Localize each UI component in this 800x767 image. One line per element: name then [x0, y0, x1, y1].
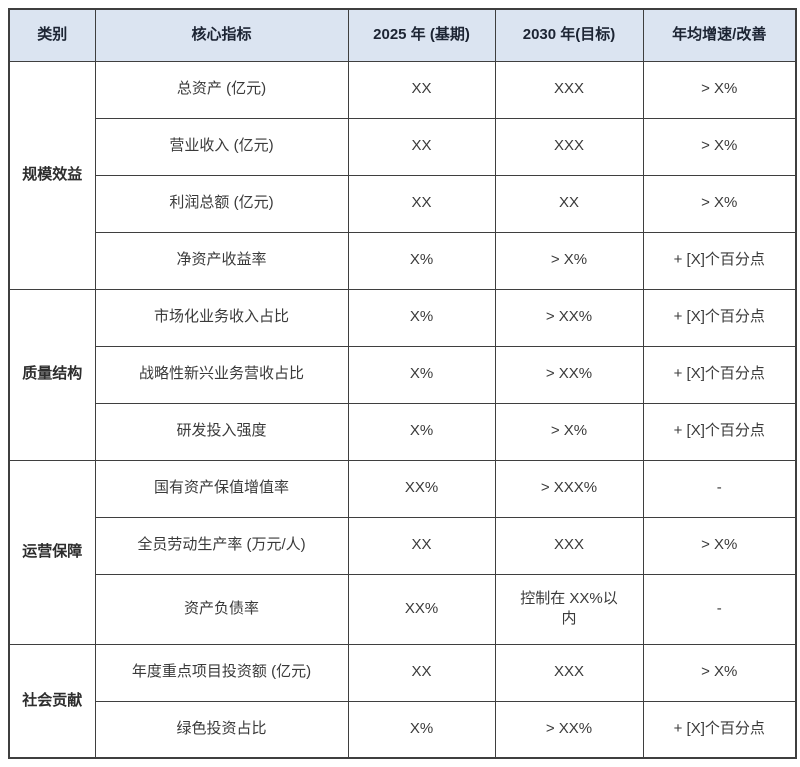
base-value-cell: XX [347, 117, 496, 176]
indicator-cell: 市场化业务收入占比 [94, 288, 349, 347]
target-value-text: 控制在 XX%以内 [520, 589, 618, 627]
kpi-table: 类别 核心指标 2025 年 (基期) 2030 年(目标) 年均增速/改善 规… [8, 8, 797, 759]
target-value-cell: > XX% [494, 288, 644, 347]
base-value-cell: XX% [347, 459, 496, 518]
column-header-2030-target: 2030 年(目标) [494, 8, 644, 62]
target-value-cell: > X% [494, 402, 644, 461]
base-value-cell: XX [347, 174, 496, 233]
target-value-cell: 控制在 XX%以内 [494, 573, 644, 645]
table-row: 利润总额 (亿元) XX XX > X% [9, 174, 797, 233]
indicator-cell: 营业收入 (亿元) [94, 117, 349, 176]
table-row: 资产负债率 XX% 控制在 XX%以内 - [9, 573, 797, 645]
target-value-cell: > X% [494, 231, 644, 290]
column-header-2025-base: 2025 年 (基期) [347, 8, 496, 62]
base-value-cell: X% [347, 345, 496, 404]
base-value-cell: X% [347, 288, 496, 347]
table-row: 绿色投资占比 X% > XX% + [X]个百分点 [9, 700, 797, 759]
table-row: 质量结构 市场化业务收入占比 X% > XX% + [X]个百分点 [8, 288, 797, 461]
growth-value-cell: > X% [642, 174, 797, 233]
table-row: 规模效益 总资产 (亿元) XX XXX > X% [8, 60, 797, 290]
indicator-cell: 战略性新兴业务营收占比 [94, 345, 349, 404]
indicator-cell: 资产负债率 [94, 573, 349, 645]
target-value-cell: XXX [494, 60, 644, 119]
table-row: 战略性新兴业务营收占比 X% > XX% + [X]个百分点 [9, 345, 797, 404]
growth-value-cell: + [X]个百分点 [642, 700, 797, 759]
table-row: 运营保障 国有资产保值增值率 XX% > XXX% - [8, 459, 797, 645]
indicator-cell: 绿色投资占比 [94, 700, 349, 759]
column-header-indicator: 核心指标 [94, 8, 349, 62]
indicator-cell: 年度重点项目投资额 (亿元) [94, 643, 349, 702]
target-value-cell: > XX% [494, 700, 644, 759]
category-cell: 规模效益 [8, 60, 96, 290]
target-value-cell: XX [494, 174, 644, 233]
target-value-cell: > XXX% [494, 459, 644, 518]
indicator-cell: 研发投入强度 [94, 402, 349, 461]
indicator-cell: 全员劳动生产率 (万元/人) [94, 516, 349, 575]
base-value-cell: XX [347, 516, 496, 575]
growth-value-cell: + [X]个百分点 [642, 402, 797, 461]
table-row: 社会贡献 年度重点项目投资额 (亿元) XX XXX > X% [8, 643, 797, 759]
base-value-cell: X% [347, 700, 496, 759]
growth-value-cell: > X% [642, 516, 797, 575]
growth-value-cell: + [X]个百分点 [642, 345, 797, 404]
table-row: 全员劳动生产率 (万元/人) XX XXX > X% [9, 516, 797, 575]
target-value-cell: XXX [494, 117, 644, 176]
indicator-cell: 利润总额 (亿元) [94, 174, 349, 233]
category-cell: 质量结构 [8, 288, 96, 461]
target-value-cell: XXX [494, 516, 644, 575]
growth-value-cell: + [X]个百分点 [642, 231, 797, 290]
target-value-cell: > XX% [494, 345, 644, 404]
indicator-cell: 总资产 (亿元) [94, 60, 349, 119]
category-cell: 社会贡献 [8, 643, 96, 759]
header-row: 类别 核心指标 2025 年 (基期) 2030 年(目标) 年均增速/改善 [8, 8, 797, 62]
base-value-cell: X% [347, 231, 496, 290]
category-cell: 运营保障 [8, 459, 96, 645]
growth-value-cell: > X% [642, 117, 797, 176]
base-value-cell: XX% [347, 573, 496, 645]
growth-value-cell: > X% [642, 643, 797, 702]
growth-value-cell: - [642, 459, 797, 518]
target-value-cell: XXX [494, 643, 644, 702]
indicator-cell: 国有资产保值增值率 [94, 459, 349, 518]
indicator-cell: 净资产收益率 [94, 231, 349, 290]
growth-value-cell: - [642, 573, 797, 645]
growth-value-cell: + [X]个百分点 [642, 288, 797, 347]
table-row: 营业收入 (亿元) XX XXX > X% [9, 117, 797, 176]
base-value-cell: X% [347, 402, 496, 461]
base-value-cell: XX [347, 60, 496, 119]
table-row: 研发投入强度 X% > X% + [X]个百分点 [9, 402, 797, 461]
base-value-cell: XX [347, 643, 496, 702]
table-row: 净资产收益率 X% > X% + [X]个百分点 [9, 231, 797, 290]
column-header-category: 类别 [8, 8, 96, 62]
column-header-growth: 年均增速/改善 [642, 8, 797, 62]
growth-value-cell: > X% [642, 60, 797, 119]
